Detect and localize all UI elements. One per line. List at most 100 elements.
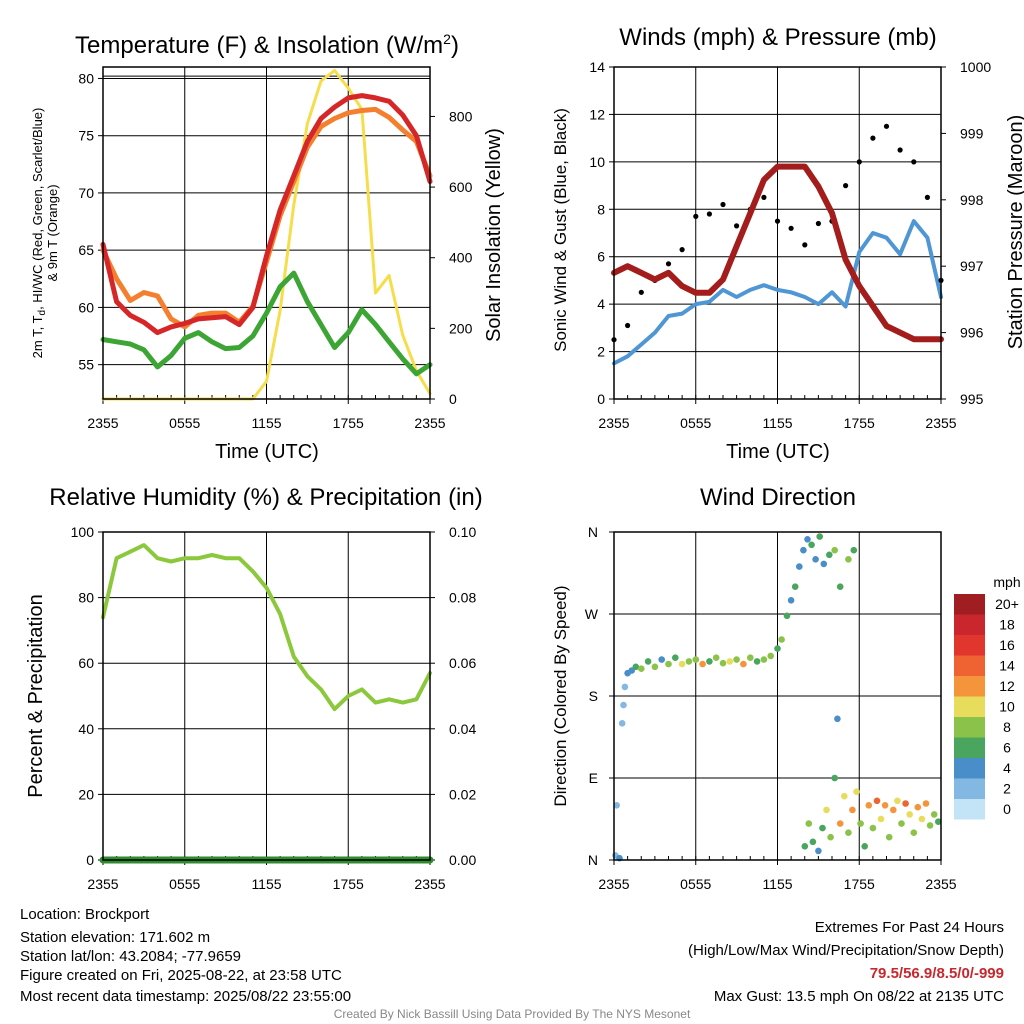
direction-colorbar-label: 0 [1003,801,1011,817]
humidity-xtick-label: 2355 [87,876,118,892]
winds-gust-point [679,247,685,253]
direction-point [894,797,901,805]
direction-colorbar-swatch [954,655,985,676]
winds-ytick-label: 2 [597,344,605,360]
humidity-ytick-label: 0 [86,852,94,868]
winds-gust-point [897,147,903,153]
temperature-xtick-label: 2355 [87,415,118,431]
winds-series-sonic-wind [612,219,943,366]
direction-point [845,556,852,563]
winds-gust-point [774,218,781,224]
direction-point [613,802,620,809]
winds-gust-point [720,201,726,208]
direction-colorbar-swatch [954,594,985,615]
direction-point [902,800,909,807]
direction-point [834,715,841,723]
direction-point [841,792,848,800]
direction-colorbar-swatch [954,635,985,656]
direction-point [853,788,860,795]
direction-point [831,546,838,554]
direction-point [922,800,930,807]
direction-point [809,838,817,846]
winds-gust-point [802,242,808,248]
direction-colorbar-swatch [954,614,985,635]
humidity-ylabel: Percent & Precipitation [25,594,47,797]
latlon-text: Station lat/lon: 43.2084; -77.9659 [20,948,242,965]
direction-point [815,847,822,855]
direction-point [935,818,942,825]
direction-colorbar-label: 4 [1003,760,1011,776]
humidity-xtick-label: 2355 [414,876,445,892]
humidity-series-relative-humidity [101,543,432,712]
elevation-text: Station elevation: 171.602 m [20,929,211,946]
direction-xtick-label: 2355 [925,876,956,892]
direction-colorbar-label: 8 [1003,719,1011,735]
winds-gust-point [693,213,699,219]
direction-colorbar-label: 2 [1003,781,1011,797]
winds-xtick-label: 1755 [844,415,875,431]
temperature-ytick-label: 80 [78,70,94,86]
direction-point [861,843,868,850]
temperature-xtick-label: 0555 [169,415,200,431]
temperature-plot-frame [102,66,431,400]
direction-point [881,802,889,809]
direction-point [767,652,774,660]
direction-point [699,660,706,668]
winds-ytick-label: 0 [597,391,605,407]
direction-point [801,843,809,850]
temperature-ylabel: 2m T, Td, HI/WC (Red, Green, Scarlet/Blu… [30,108,60,359]
direction-colorbar-label: 12 [999,678,1015,694]
humidity-ytick-label: 80 [78,590,94,606]
direction-point [926,822,934,829]
direction-point [740,660,747,668]
recent-data-text: Most recent data timestamp: 2025/08/22 2… [20,988,352,1005]
direction-ytick-label: E [589,770,598,786]
temperature-xtick-label: 1755 [333,415,364,431]
extremes-subtitle: (High/Low/Max Wind/Precipitation/Snow De… [688,942,1004,959]
extremes-title: Extremes For Past 24 Hours [814,919,1004,936]
humidity-xtick-label: 1155 [251,876,281,892]
temperature-ytick-right-label: 600 [449,179,473,195]
direction-ytick-label: N [588,524,598,540]
winds-gust-point [843,183,849,189]
direction-point [836,583,844,590]
winds-gust-point [788,225,794,231]
direction-point [836,820,844,827]
winds-ytick-right-label: 1000 [960,59,991,75]
direction-point [885,833,893,841]
winds-gust-point [734,223,740,229]
winds-gust-point [924,194,931,200]
winds-gust-point [856,159,862,165]
direction-xtick-label: 2355 [598,876,629,892]
humidity-ytick-right-label: 0.00 [449,852,476,868]
direction-point [826,551,833,559]
direction-colorbar-label: 18 [999,617,1015,633]
direction-point [747,654,754,661]
winds-gust-point [815,220,822,227]
direction-point [618,720,626,727]
direction-point [910,829,918,836]
direction-point [869,824,877,832]
winds-gust-point [911,159,917,165]
direction-point [930,811,938,818]
humidity-xtick-label: 0555 [169,876,200,892]
direction-point [820,560,828,568]
direction-point [823,806,830,814]
direction-plot-frame [613,531,942,861]
direction-colorbar-title: mph [993,574,1020,590]
humidity-title: Relative Humidity (%) & Precipitation (i… [49,484,482,511]
direction-point [873,797,881,805]
direction-point [808,541,815,549]
temperature-ytick-right-label: 200 [449,320,473,336]
winds-gust-point [638,289,644,295]
direction-point [632,663,640,671]
humidity-ytick-right-label: 0.10 [449,524,476,540]
direction-point [638,665,645,672]
direction-point [800,546,807,554]
direction-point [692,656,700,663]
direction-point [804,536,811,543]
winds-ytick-label: 12 [589,106,605,122]
winds-ytick-label: 14 [589,59,605,75]
temperature-ytick-label: 75 [78,128,94,144]
